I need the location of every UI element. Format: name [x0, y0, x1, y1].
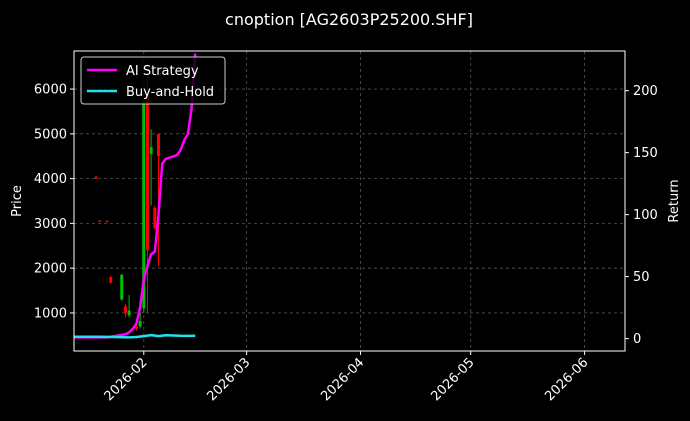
series-line-buy-and-hold	[74, 333, 196, 339]
chart-title: cnoption [AG2603P25200.SHF]	[225, 10, 473, 29]
y-right-axis-ticks: 0 50 100 150 200	[625, 84, 658, 347]
y-left-axis-ticks: 1000 2000 3000 4000 5000 6000	[34, 83, 74, 321]
candle-body	[153, 207, 157, 228]
candle-body	[127, 310, 131, 316]
candle-body	[134, 326, 138, 329]
candle-body	[123, 306, 127, 313]
y-left-tick-label: 3000	[34, 217, 67, 232]
candle-body	[142, 102, 146, 309]
y-right-axis-label: Return	[667, 179, 682, 222]
candle-body	[156, 133, 160, 157]
candle-body	[98, 220, 102, 222]
y-left-tick-label: 6000	[34, 83, 67, 98]
candle-body	[109, 277, 113, 283]
y-left-tick-label: 5000	[34, 127, 67, 142]
legend-label-buy-and-hold: Buy-and-Hold	[126, 85, 214, 100]
legend-label-ai-strategy: AI Strategy	[126, 64, 199, 79]
y-left-tick-label: 4000	[34, 172, 67, 187]
y-right-tick-label: 200	[633, 84, 658, 99]
y-left-axis-label: Price	[10, 185, 25, 217]
candle-body	[138, 321, 142, 327]
candle-body	[120, 274, 124, 300]
candle-body	[149, 147, 153, 154]
series-lines	[74, 53, 197, 339]
legend: AI Strategy Buy-and-Hold	[80, 56, 226, 105]
plot-frame	[73, 50, 626, 352]
y-right-tick-label: 50	[633, 270, 650, 285]
y-right-tick-label: 100	[633, 208, 658, 223]
y-right-tick-label: 150	[633, 146, 658, 161]
y-right-tick-label: 0	[633, 332, 641, 347]
candle-body	[145, 93, 149, 251]
candle-body	[94, 176, 98, 179]
y-left-tick-label: 2000	[34, 262, 67, 277]
candle-body	[105, 221, 109, 223]
y-left-tick-label: 1000	[34, 306, 67, 321]
